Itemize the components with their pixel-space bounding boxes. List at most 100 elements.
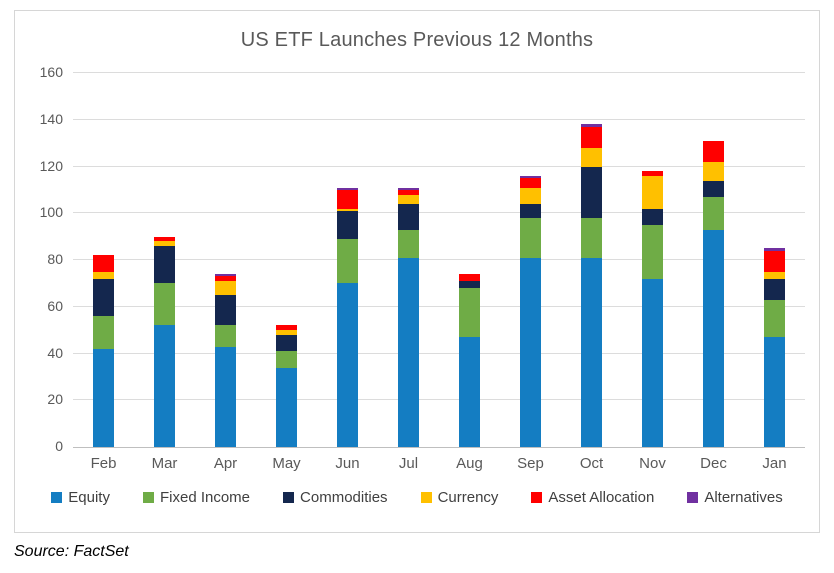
x-tick-label-jul: Jul — [398, 455, 419, 472]
bar-segment-currency — [520, 187, 541, 204]
bar-nov — [642, 73, 663, 447]
bar-segment-fixed-income — [520, 217, 541, 258]
bar-segment-equity — [276, 367, 297, 447]
bar-segment-fixed-income — [215, 325, 236, 347]
y-tick-label: 160 — [39, 64, 63, 80]
bar-segment-commodities — [154, 246, 175, 284]
y-tick-label: 120 — [39, 157, 63, 174]
chart-container: US ETF Launches Previous 12 Months 0 20 40… — [14, 10, 820, 533]
bar-segment-currency — [276, 330, 297, 335]
bar-slot-jun — [317, 73, 378, 447]
bar-jul — [398, 73, 419, 447]
bar-segment-alternatives — [337, 187, 358, 190]
legend-label: Currency — [437, 489, 499, 506]
legend-item-alternatives: Alternatives — [687, 489, 783, 506]
bar-segment-equity — [337, 283, 358, 447]
bar-slot-oct — [561, 73, 622, 447]
bar-slot-sep — [500, 73, 561, 447]
bar-segment-fixed-income — [398, 229, 419, 258]
bar-segment-asset-allocation — [154, 236, 175, 242]
bar-segment-commodities — [764, 278, 785, 300]
bar-aug — [459, 73, 480, 447]
legend-swatch-alternatives — [687, 492, 699, 503]
bar-segment-currency — [154, 241, 175, 246]
bar-segment-currency — [398, 194, 419, 204]
bar-segment-commodities — [520, 203, 541, 218]
bar-segment-alternatives — [764, 248, 785, 251]
x-tick-label-mar: Mar — [151, 455, 178, 472]
bar-segment-equity — [520, 257, 541, 447]
bar-segment-asset-allocation — [459, 274, 480, 282]
bar-slot-jul — [378, 73, 439, 447]
bar-slot-feb — [73, 73, 134, 447]
legend-item-equity: Equity — [51, 489, 110, 506]
bar-segment-asset-allocation — [276, 325, 297, 331]
bar-segment-equity — [459, 337, 480, 447]
bar-segment-commodities — [215, 295, 236, 326]
bar-feb — [93, 73, 114, 447]
legend-label: Asset Allocation — [548, 489, 655, 506]
y-tick-label: 140 — [39, 110, 63, 127]
legend-label: Alternatives — [704, 489, 783, 506]
legend: Equity Fixed Income Commodities Currency Ass… — [15, 489, 819, 506]
bar-segment-currency — [764, 271, 785, 279]
y-tick-label: 80 — [47, 251, 63, 267]
bar-segment-asset-allocation — [581, 126, 602, 148]
legend-label: Fixed Income — [159, 489, 251, 506]
gridline-140 — [73, 118, 805, 120]
bar-segment-commodities — [276, 334, 297, 352]
bar-segment-equity — [642, 278, 663, 447]
bar-segment-commodities — [93, 278, 114, 317]
bar-segment-equity — [764, 337, 785, 447]
bar-segment-asset-allocation — [520, 178, 541, 188]
x-tick-label-feb: Feb — [90, 455, 117, 472]
bar-slot-jan — [744, 73, 805, 447]
x-tick-label-aug: Aug — [456, 455, 483, 472]
bar-segment-alternatives — [398, 187, 419, 190]
bar-may — [276, 73, 297, 447]
bar-segment-alternatives — [215, 274, 236, 277]
bar-segment-fixed-income — [276, 351, 297, 368]
source-note: Source: FactSet — [14, 543, 129, 560]
x-tick-label-apr: Apr — [213, 455, 238, 472]
x-tick-label-nov: Nov — [639, 455, 666, 472]
y-axis: 0 20 40 60 80 100 120 140 160 — [25, 64, 71, 454]
bar-segment-asset-allocation — [642, 171, 663, 176]
bar-segment-asset-allocation — [398, 189, 419, 195]
bar-slot-dec — [683, 73, 744, 447]
bar-jan — [764, 73, 785, 447]
bar-slot-nov — [622, 73, 683, 447]
gridline-100 — [73, 212, 805, 214]
bar-segment-asset-allocation — [337, 189, 358, 209]
bar-segment-fixed-income — [703, 196, 724, 230]
bar-oct — [581, 73, 602, 447]
bar-segment-fixed-income — [154, 283, 175, 326]
legend-swatch-asset-allocation — [531, 492, 543, 503]
x-axis-labels: Feb Mar Apr May Jun Jul Aug Sep Oct Nov Dec Jan — [73, 455, 805, 472]
bar-segment-currency — [703, 161, 724, 181]
bar-segment-fixed-income — [581, 217, 602, 258]
plot-area — [73, 72, 805, 448]
bar-segment-currency — [642, 175, 663, 209]
legend-swatch-commodities — [283, 492, 295, 503]
x-tick-label-jan: Jan — [762, 455, 787, 472]
bar-slot-may — [256, 73, 317, 447]
bar-segment-currency — [93, 271, 114, 279]
x-tick-label-jun: Jun — [335, 455, 360, 472]
bar-segment-currency — [581, 147, 602, 167]
y-tick-label: 0 — [55, 438, 63, 454]
x-tick-label-may: May — [272, 455, 301, 472]
gridline-160 — [73, 72, 805, 73]
gridline-40 — [73, 352, 805, 354]
legend-item-asset-allocation: Asset Allocation — [531, 489, 654, 506]
bar-segment-asset-allocation — [764, 250, 785, 272]
bar-dec — [703, 73, 724, 447]
bar-segment-fixed-income — [459, 288, 480, 338]
bar-segment-equity — [215, 346, 236, 447]
x-tick-label-sep: Sep — [517, 455, 544, 472]
y-tick-label: 100 — [39, 204, 63, 221]
bars-group — [73, 73, 805, 447]
bar-slot-apr — [195, 73, 256, 447]
y-tick-label: 60 — [47, 297, 63, 314]
bar-slot-aug — [439, 73, 500, 447]
